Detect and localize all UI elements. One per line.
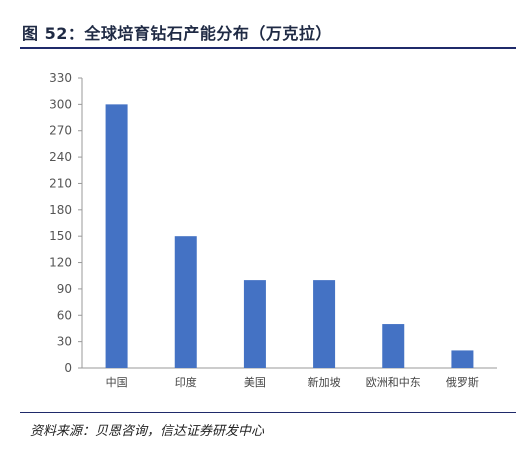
y-tick-label: 120 [49,256,72,270]
y-tick-label: 270 [49,124,72,138]
y-tick-label: 60 [57,308,72,322]
y-tick-label: 210 [49,176,72,190]
source-rule [20,412,516,413]
figure-title: 图 52：全球培育钻石产能分布（万克拉） [22,24,332,43]
y-tick-label: 30 [57,335,72,349]
y-tick-label: 240 [49,150,72,164]
bar [313,280,336,368]
bar [174,236,197,368]
y-tick-label: 300 [49,97,72,111]
y-tick-label: 330 [49,71,72,85]
y-tick-label: 90 [57,282,72,296]
x-tick-label: 印度 [175,375,197,389]
x-tick-label: 中国 [106,376,128,389]
source-note: 资料来源：贝恩咨询，信达证券研发中心 [30,424,265,439]
x-tick-label: 欧洲和中东 [366,376,421,389]
x-tick-label: 美国 [244,376,266,389]
x-tick-label: 新加坡 [308,375,341,389]
x-tick-label: 俄罗斯 [446,376,479,389]
bar [382,324,405,368]
bar [451,350,474,368]
y-tick-label: 180 [49,203,72,217]
y-tick-label: 0 [64,361,72,375]
y-tick-label: 150 [49,229,72,243]
bar [243,280,266,368]
title-rule [20,47,516,49]
bar [105,104,128,368]
